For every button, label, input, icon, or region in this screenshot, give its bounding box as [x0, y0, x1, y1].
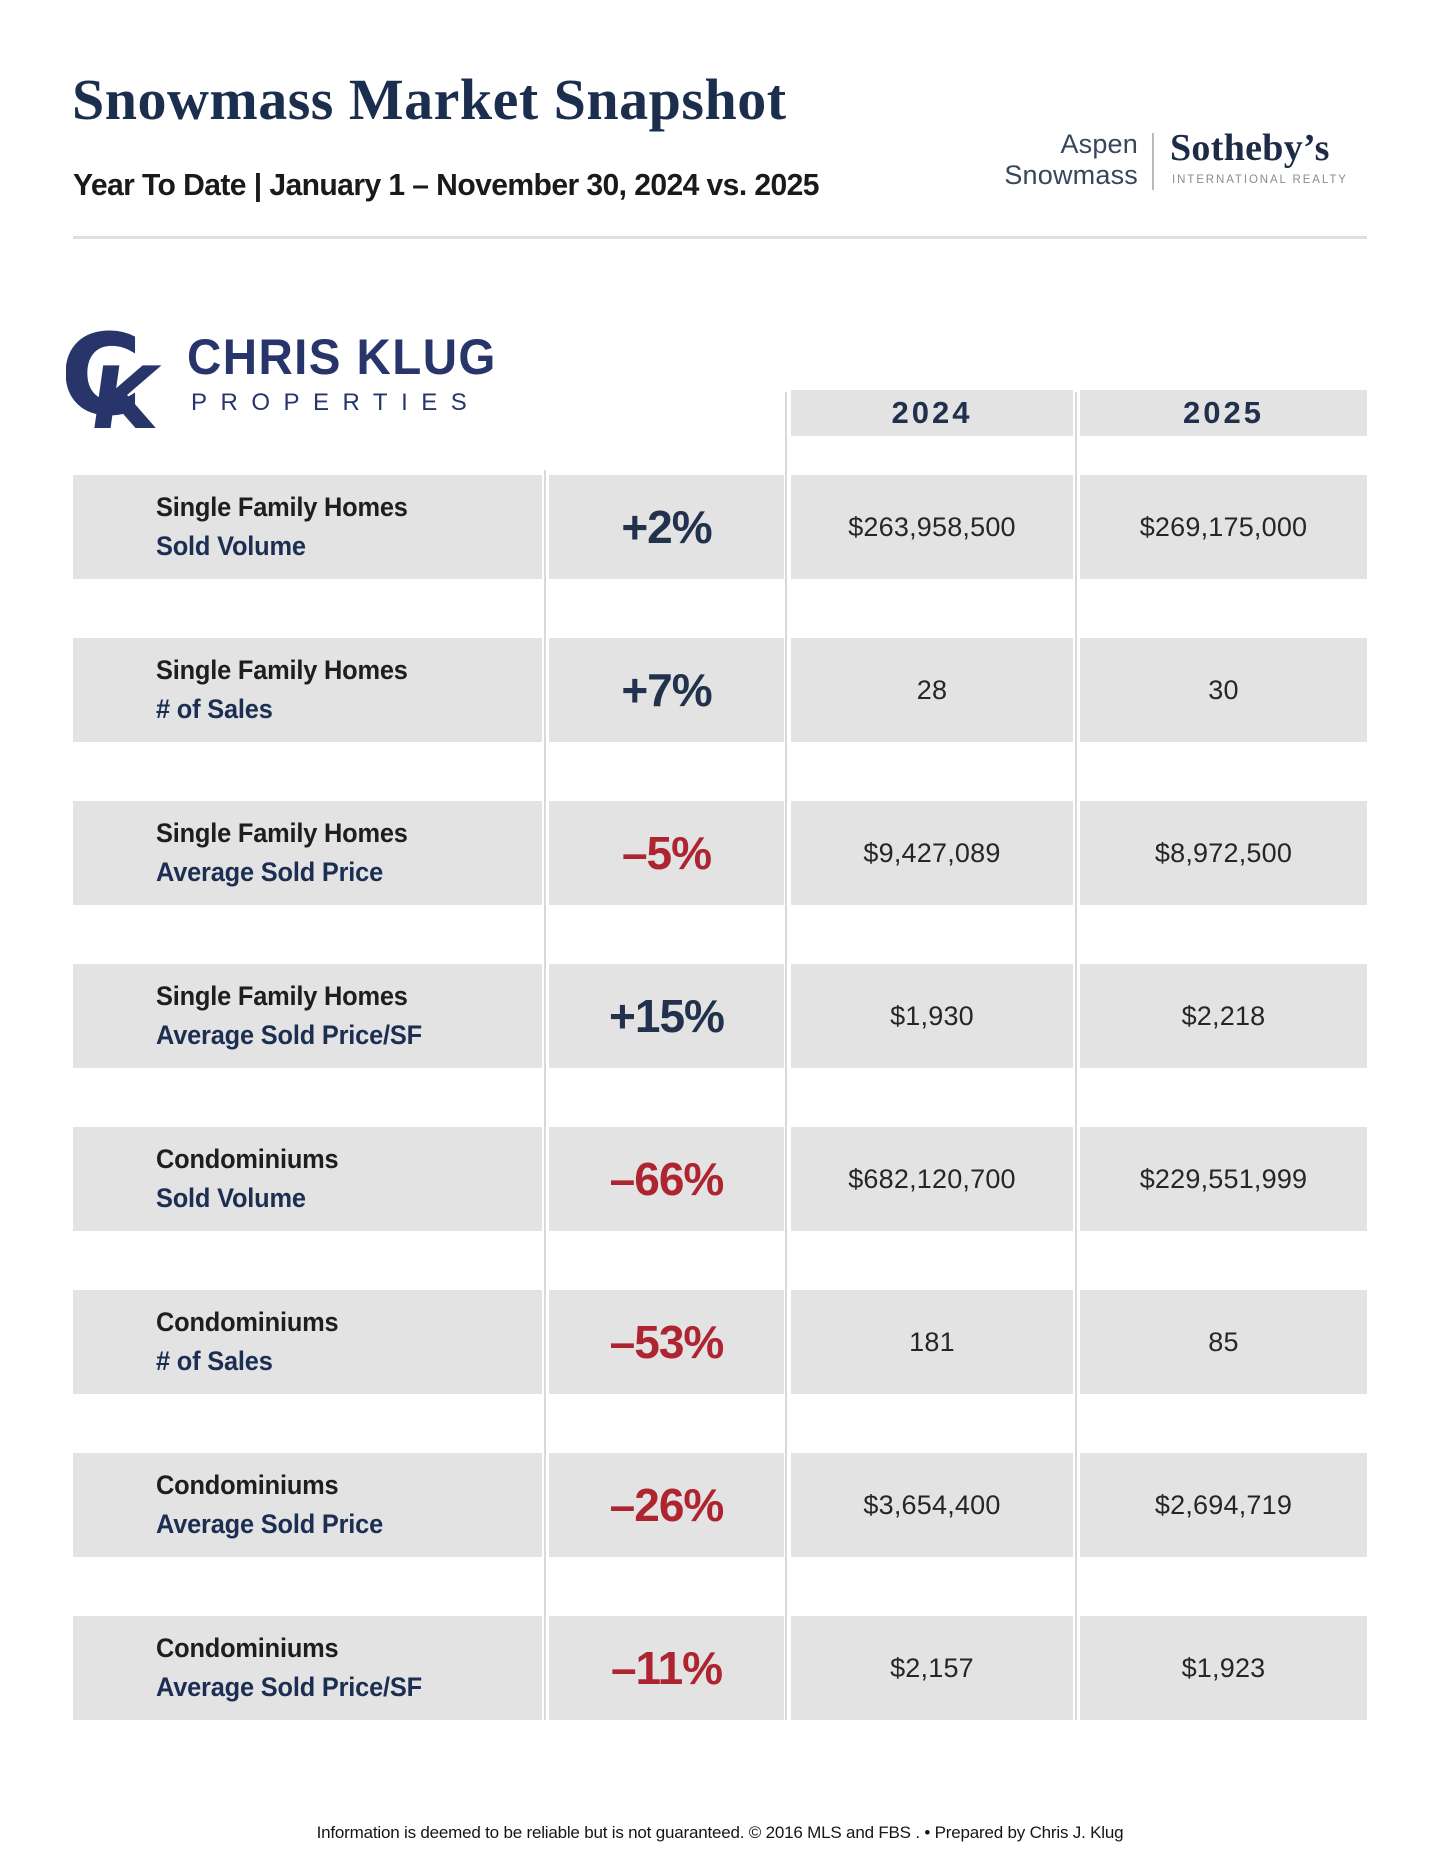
column-header-2025: 2025: [1080, 390, 1367, 436]
row-metric: Average Sold Price/SF: [156, 1671, 422, 1702]
logo-divider-line: [1152, 133, 1154, 190]
table-row: Condominiums Sold Volume –66% $682,120,700 $…: [0, 1127, 1440, 1231]
row-category: Single Family Homes: [156, 654, 408, 685]
header-divider-line: [73, 236, 1367, 239]
row-value-2024: $3,654,400: [791, 1453, 1073, 1557]
row-value-2025: $269,175,000: [1080, 475, 1367, 579]
row-category: Single Family Homes: [156, 980, 408, 1011]
row-label-cell: Condominiums Sold Volume: [73, 1127, 542, 1231]
row-percent-change: –66%: [549, 1127, 784, 1231]
sothebys-logo: Sotheby’s: [1170, 127, 1330, 169]
row-percent-change: –11%: [549, 1616, 784, 1720]
monogram-k: K: [84, 349, 168, 430]
row-value-2024: $2,157: [791, 1616, 1073, 1720]
row-metric: Sold Volume: [156, 1182, 306, 1213]
row-category: Condominiums: [156, 1143, 339, 1174]
chris-klug-name: CHRIS KLUG: [187, 329, 497, 385]
row-metric: Average Sold Price/SF: [156, 1019, 422, 1050]
row-value-2024: $682,120,700: [791, 1127, 1073, 1231]
column-header-2024: 2024: [791, 390, 1073, 436]
row-value-2024: 181: [791, 1290, 1073, 1394]
row-metric: # of Sales: [156, 693, 273, 724]
row-value-2025: $2,694,719: [1080, 1453, 1367, 1557]
row-label-cell: Condominiums Average Sold Price/SF: [73, 1616, 542, 1720]
row-metric: Average Sold Price: [156, 1508, 384, 1539]
row-percent-change: +7%: [549, 638, 784, 742]
row-category: Single Family Homes: [156, 817, 408, 848]
monogram-c: C: [66, 318, 142, 430]
chris-klug-properties: PROPERTIES: [191, 389, 481, 416]
sothebys-subtitle: INTERNATIONAL REALTY: [1172, 174, 1348, 186]
row-value-2024: $1,930: [791, 964, 1073, 1068]
aspen-snowmass-line2: Snowmass: [1004, 160, 1138, 190]
row-value-2024: $9,427,089: [791, 801, 1073, 905]
row-metric: # of Sales: [156, 1345, 273, 1376]
row-value-2025: 30: [1080, 638, 1367, 742]
table-row: Condominiums # of Sales –53% 181 85: [0, 1290, 1440, 1394]
table-row: Condominiums Average Sold Price/SF –11% $2,…: [0, 1616, 1440, 1720]
row-category: Condominiums: [156, 1469, 339, 1500]
aspen-snowmass-line1: Aspen: [1060, 129, 1138, 159]
row-percent-change: +2%: [549, 475, 784, 579]
footer-disclaimer: Information is deemed to be reliable but…: [316, 1823, 1124, 1842]
table-row: Condominiums Average Sold Price –26% $3,654…: [0, 1453, 1440, 1557]
column-separator-line: [785, 392, 787, 1720]
chris-klug-monogram-icon: C K: [66, 318, 168, 430]
table-row: Single Family Homes Average Sold Price/SF…: [0, 964, 1440, 1068]
row-metric: Average Sold Price: [156, 856, 384, 887]
row-label-cell: Single Family Homes Average Sold Price/SF: [73, 964, 542, 1068]
row-label-cell: Single Family Homes # of Sales: [73, 638, 542, 742]
row-percent-change: +15%: [549, 964, 784, 1068]
page-subtitle: Year To Date | January 1 – November 30, …: [73, 167, 820, 202]
column-separator-line: [1075, 392, 1077, 1720]
row-category: Condominiums: [156, 1632, 339, 1663]
row-percent-change: –26%: [549, 1453, 784, 1557]
row-metric: Sold Volume: [156, 530, 306, 561]
table-row: Single Family Homes # of Sales +7% 28 30: [0, 638, 1440, 742]
row-value-2025: 85: [1080, 1290, 1367, 1394]
row-value-2025: $2,218: [1080, 964, 1367, 1068]
row-label-cell: Condominiums Average Sold Price: [73, 1453, 542, 1557]
row-value-2024: 28: [791, 638, 1073, 742]
page-title: Snowmass Market Snapshot: [72, 67, 787, 132]
row-value-2025: $1,923: [1080, 1616, 1367, 1720]
column-separator-line: [544, 470, 546, 1720]
row-label-cell: Single Family Homes Average Sold Price: [73, 801, 542, 905]
row-label-cell: Single Family Homes Sold Volume: [73, 475, 542, 579]
row-value-2024: $263,958,500: [791, 475, 1073, 579]
row-percent-change: –5%: [549, 801, 784, 905]
row-value-2025: $8,972,500: [1080, 801, 1367, 905]
row-percent-change: –53%: [549, 1290, 784, 1394]
row-value-2025: $229,551,999: [1080, 1127, 1367, 1231]
table-row: Single Family Homes Average Sold Price –5%…: [0, 801, 1440, 905]
row-label-cell: Condominiums # of Sales: [73, 1290, 542, 1394]
row-category: Single Family Homes: [156, 491, 408, 522]
row-category: Condominiums: [156, 1306, 339, 1337]
table-row: Single Family Homes Sold Volume +2% $263,95…: [0, 475, 1440, 579]
aspen-snowmass-logo: Aspen Snowmass: [960, 129, 1138, 191]
